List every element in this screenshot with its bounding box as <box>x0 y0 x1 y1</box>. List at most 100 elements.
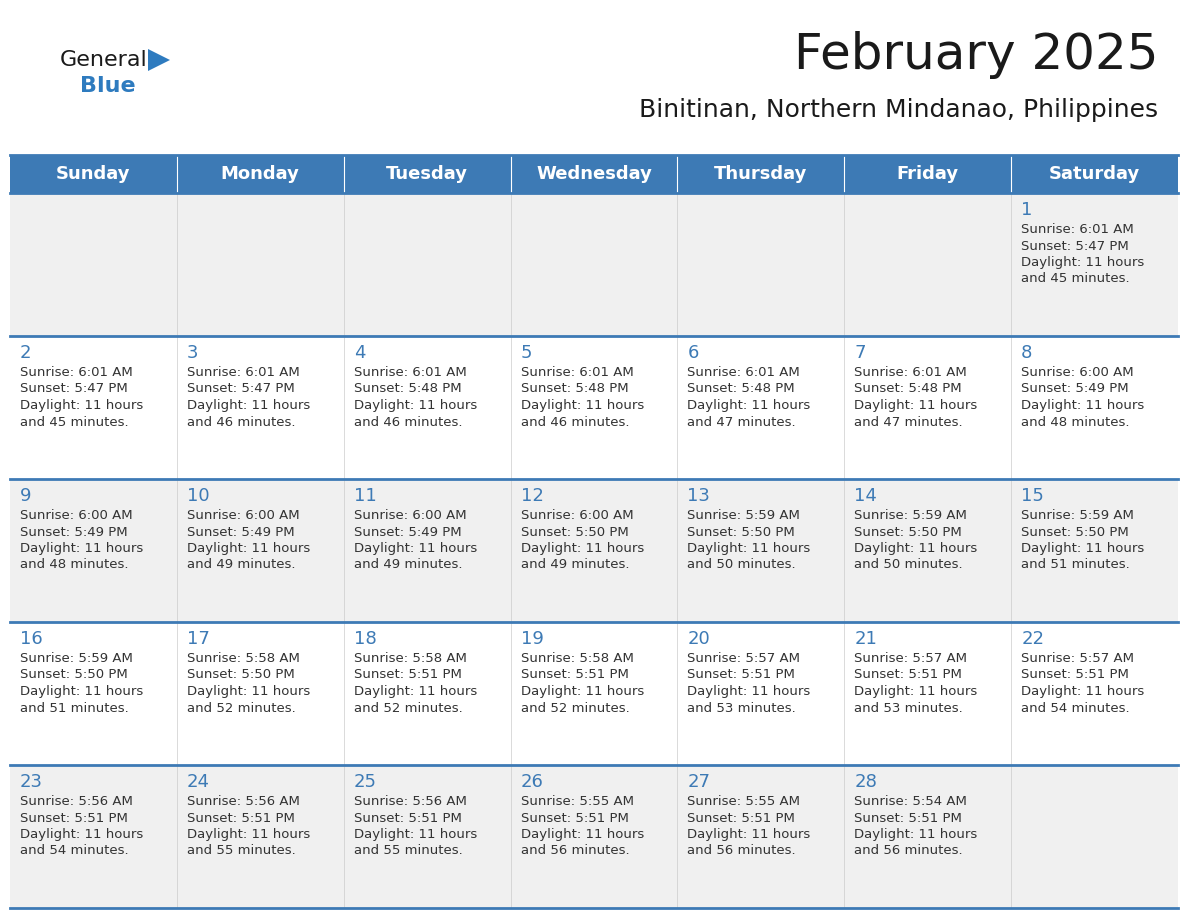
Text: 14: 14 <box>854 487 877 505</box>
Bar <box>177 155 343 193</box>
Text: 10: 10 <box>187 487 209 505</box>
Text: Sunset: 5:47 PM: Sunset: 5:47 PM <box>20 383 128 396</box>
Text: Sunset: 5:50 PM: Sunset: 5:50 PM <box>688 525 795 539</box>
Text: Sunrise: 6:01 AM: Sunrise: 6:01 AM <box>688 366 801 379</box>
Bar <box>511 336 677 479</box>
Text: Sunrise: 6:01 AM: Sunrise: 6:01 AM <box>354 366 467 379</box>
Bar <box>10 622 177 765</box>
Text: Daylight: 11 hours: Daylight: 11 hours <box>854 399 978 412</box>
Bar <box>10 155 177 193</box>
Text: and 46 minutes.: and 46 minutes. <box>354 416 462 429</box>
Text: Daylight: 11 hours: Daylight: 11 hours <box>187 685 310 698</box>
Text: 2: 2 <box>20 344 32 362</box>
Bar <box>511 765 677 908</box>
Text: Daylight: 11 hours: Daylight: 11 hours <box>354 685 476 698</box>
Text: and 53 minutes.: and 53 minutes. <box>854 701 963 714</box>
Text: Daylight: 11 hours: Daylight: 11 hours <box>354 399 476 412</box>
Text: Wednesday: Wednesday <box>536 165 652 183</box>
Bar <box>511 479 677 622</box>
Text: Sunset: 5:51 PM: Sunset: 5:51 PM <box>520 812 628 824</box>
Text: Daylight: 11 hours: Daylight: 11 hours <box>688 828 810 841</box>
Text: Daylight: 11 hours: Daylight: 11 hours <box>854 685 978 698</box>
Text: 1: 1 <box>1022 201 1032 219</box>
Text: Sunrise: 6:01 AM: Sunrise: 6:01 AM <box>854 366 967 379</box>
Text: and 49 minutes.: and 49 minutes. <box>187 558 296 572</box>
Bar <box>10 765 177 908</box>
Text: Sunrise: 6:01 AM: Sunrise: 6:01 AM <box>20 366 133 379</box>
Text: Sunset: 5:50 PM: Sunset: 5:50 PM <box>1022 525 1129 539</box>
Text: 27: 27 <box>688 773 710 791</box>
Text: February 2025: February 2025 <box>794 31 1158 79</box>
Text: 13: 13 <box>688 487 710 505</box>
Text: Sunrise: 5:58 AM: Sunrise: 5:58 AM <box>520 652 633 665</box>
Text: Sunrise: 5:57 AM: Sunrise: 5:57 AM <box>854 652 967 665</box>
Bar <box>677 155 845 193</box>
Text: Daylight: 11 hours: Daylight: 11 hours <box>854 828 978 841</box>
Text: and 46 minutes.: and 46 minutes. <box>520 416 630 429</box>
Bar <box>343 193 511 336</box>
Bar <box>1011 622 1178 765</box>
Text: Daylight: 11 hours: Daylight: 11 hours <box>20 685 144 698</box>
Text: 4: 4 <box>354 344 365 362</box>
Text: Sunrise: 5:59 AM: Sunrise: 5:59 AM <box>854 509 967 522</box>
Text: 25: 25 <box>354 773 377 791</box>
Bar <box>511 193 677 336</box>
Text: Tuesday: Tuesday <box>386 165 468 183</box>
Text: 5: 5 <box>520 344 532 362</box>
Text: and 50 minutes.: and 50 minutes. <box>688 558 796 572</box>
Bar <box>1011 765 1178 908</box>
Bar <box>677 479 845 622</box>
Text: Daylight: 11 hours: Daylight: 11 hours <box>520 685 644 698</box>
Text: and 54 minutes.: and 54 minutes. <box>20 845 128 857</box>
Text: Sunrise: 6:00 AM: Sunrise: 6:00 AM <box>20 509 133 522</box>
Bar <box>845 479 1011 622</box>
Text: and 56 minutes.: and 56 minutes. <box>520 845 630 857</box>
Text: Sunset: 5:51 PM: Sunset: 5:51 PM <box>688 668 795 681</box>
Bar <box>177 622 343 765</box>
Text: Sunrise: 6:00 AM: Sunrise: 6:00 AM <box>187 509 299 522</box>
Text: Daylight: 11 hours: Daylight: 11 hours <box>20 399 144 412</box>
Text: Daylight: 11 hours: Daylight: 11 hours <box>688 399 810 412</box>
Text: Daylight: 11 hours: Daylight: 11 hours <box>20 828 144 841</box>
Text: and 55 minutes.: and 55 minutes. <box>354 845 462 857</box>
Text: Sunset: 5:50 PM: Sunset: 5:50 PM <box>20 668 128 681</box>
Bar <box>343 479 511 622</box>
Text: and 51 minutes.: and 51 minutes. <box>1022 558 1130 572</box>
Text: Sunset: 5:51 PM: Sunset: 5:51 PM <box>688 812 795 824</box>
Bar <box>10 479 177 622</box>
Bar <box>677 765 845 908</box>
Text: Sunset: 5:49 PM: Sunset: 5:49 PM <box>20 525 127 539</box>
Text: Sunset: 5:48 PM: Sunset: 5:48 PM <box>354 383 461 396</box>
Text: and 56 minutes.: and 56 minutes. <box>688 845 796 857</box>
Text: Daylight: 11 hours: Daylight: 11 hours <box>20 542 144 555</box>
Bar <box>1011 336 1178 479</box>
Text: Sunrise: 5:59 AM: Sunrise: 5:59 AM <box>688 509 801 522</box>
Text: Daylight: 11 hours: Daylight: 11 hours <box>1022 542 1144 555</box>
Text: Sunset: 5:49 PM: Sunset: 5:49 PM <box>354 525 461 539</box>
Bar <box>1011 479 1178 622</box>
Text: 7: 7 <box>854 344 866 362</box>
Text: and 52 minutes.: and 52 minutes. <box>187 701 296 714</box>
Bar <box>343 155 511 193</box>
Bar <box>677 622 845 765</box>
Text: Daylight: 11 hours: Daylight: 11 hours <box>520 828 644 841</box>
Text: 17: 17 <box>187 630 210 648</box>
Text: Daylight: 11 hours: Daylight: 11 hours <box>688 685 810 698</box>
Text: Sunset: 5:51 PM: Sunset: 5:51 PM <box>854 668 962 681</box>
Text: Sunrise: 6:00 AM: Sunrise: 6:00 AM <box>520 509 633 522</box>
Text: Daylight: 11 hours: Daylight: 11 hours <box>520 399 644 412</box>
Text: Sunset: 5:50 PM: Sunset: 5:50 PM <box>187 668 295 681</box>
Text: Daylight: 11 hours: Daylight: 11 hours <box>1022 256 1144 269</box>
Text: and 47 minutes.: and 47 minutes. <box>688 416 796 429</box>
Text: Sunset: 5:51 PM: Sunset: 5:51 PM <box>354 812 462 824</box>
Bar <box>1011 155 1178 193</box>
Text: Thursday: Thursday <box>714 165 808 183</box>
Bar <box>343 336 511 479</box>
Text: Sunrise: 5:58 AM: Sunrise: 5:58 AM <box>354 652 467 665</box>
Text: Sunset: 5:51 PM: Sunset: 5:51 PM <box>20 812 128 824</box>
Polygon shape <box>148 49 170 71</box>
Text: Sunset: 5:51 PM: Sunset: 5:51 PM <box>1022 668 1129 681</box>
Text: and 50 minutes.: and 50 minutes. <box>854 558 963 572</box>
Text: and 49 minutes.: and 49 minutes. <box>354 558 462 572</box>
Text: Sunset: 5:50 PM: Sunset: 5:50 PM <box>854 525 962 539</box>
